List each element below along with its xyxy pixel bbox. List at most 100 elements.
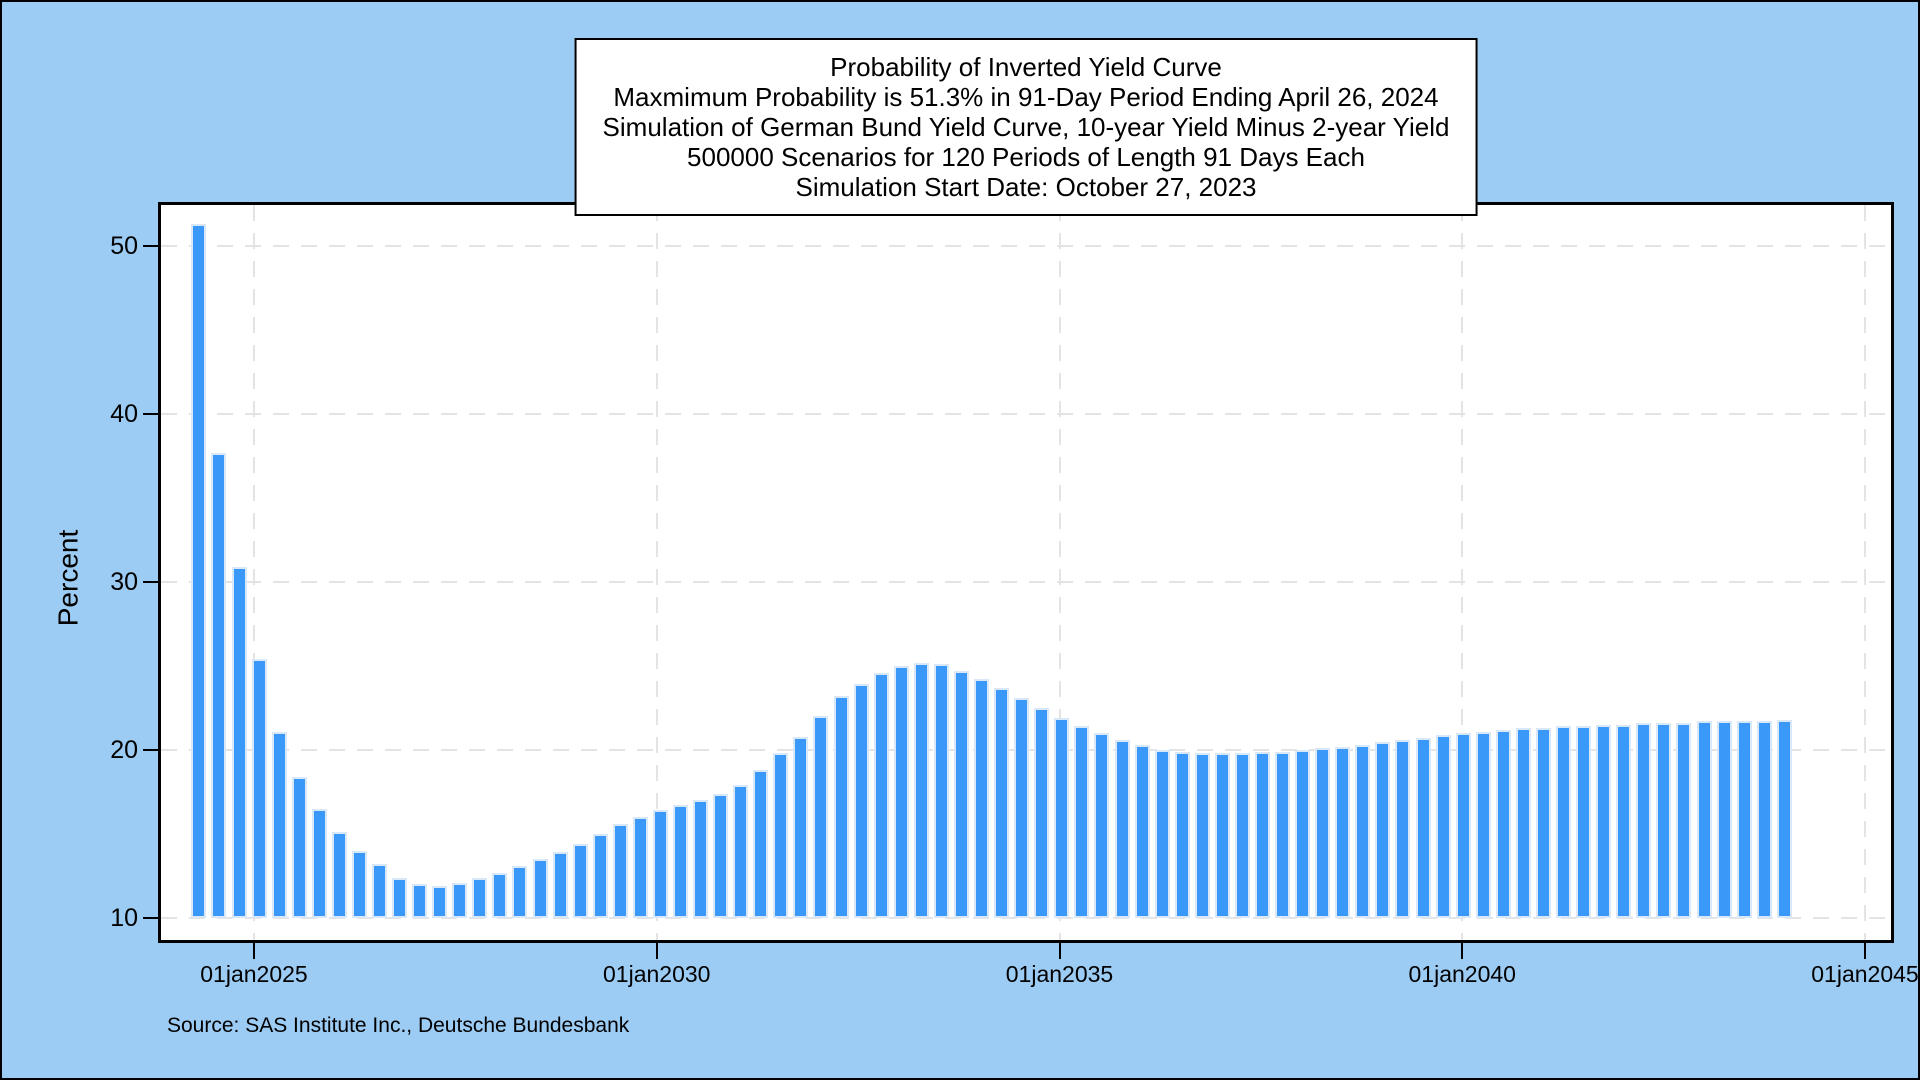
y-axis-tick-label: 10 xyxy=(110,904,138,932)
bar xyxy=(953,671,969,918)
y-axis-tick xyxy=(143,245,158,247)
v-gridline xyxy=(655,205,658,940)
bar xyxy=(1556,726,1572,918)
y-axis-tick-label: 40 xyxy=(110,400,138,428)
bar xyxy=(1535,728,1551,918)
chart-title-line: Maxmimum Probability is 51.3% in 91-Day … xyxy=(613,82,1439,112)
v-gridline xyxy=(1864,205,1866,940)
bar xyxy=(693,800,709,918)
bar xyxy=(371,864,387,918)
bar xyxy=(572,844,588,918)
y-axis-tick xyxy=(143,749,158,751)
v-gridline xyxy=(1058,205,1061,940)
bar xyxy=(652,810,668,918)
x-axis-tick-label: 01jan2035 xyxy=(1005,961,1114,987)
bar xyxy=(612,823,628,918)
y-axis-tick-label: 30 xyxy=(110,568,138,596)
v-gridline xyxy=(253,205,255,940)
bar xyxy=(1515,728,1531,918)
bar xyxy=(1034,708,1050,918)
bar xyxy=(793,736,809,918)
x-axis-tick xyxy=(1058,943,1061,959)
bar xyxy=(291,776,307,918)
bar xyxy=(974,679,990,918)
bar xyxy=(632,817,648,918)
bar xyxy=(1134,744,1150,918)
bar xyxy=(432,886,448,918)
y-axis-tick-label: 20 xyxy=(110,736,138,764)
bar xyxy=(853,684,869,918)
chart-title-line: Probability of Inverted Yield Curve xyxy=(830,52,1222,82)
x-axis-tick-label: 01jan2045 xyxy=(1811,961,1919,987)
bar xyxy=(512,865,528,918)
bar xyxy=(1455,733,1471,918)
bar xyxy=(1415,738,1431,918)
bar xyxy=(1375,741,1391,918)
bar xyxy=(1154,750,1170,918)
y-axis-tick xyxy=(143,581,158,583)
bar xyxy=(994,687,1010,918)
x-axis-tick xyxy=(1864,943,1866,959)
bar xyxy=(753,770,769,918)
bar xyxy=(1114,739,1130,918)
bar xyxy=(1074,726,1090,918)
bar xyxy=(452,882,468,918)
bar xyxy=(933,664,949,918)
x-axis-tick xyxy=(1461,943,1464,959)
bar xyxy=(1315,748,1331,918)
bar xyxy=(191,224,207,918)
bar xyxy=(1094,733,1110,918)
bar xyxy=(1495,729,1511,918)
bar xyxy=(351,850,367,918)
bar xyxy=(1656,723,1672,918)
bar xyxy=(1596,724,1612,918)
bar xyxy=(211,452,227,918)
x-axis-tick-label: 01jan2040 xyxy=(1408,961,1516,987)
bar xyxy=(913,662,929,918)
bar xyxy=(311,808,327,918)
bar xyxy=(1776,719,1792,918)
v-gridline xyxy=(1461,205,1464,940)
h-gridline xyxy=(161,917,1891,919)
bar xyxy=(231,566,247,918)
bar xyxy=(532,859,548,918)
bar xyxy=(1435,734,1451,918)
x-axis-tick-label: 01jan2025 xyxy=(200,961,308,987)
bar xyxy=(773,753,789,918)
h-gridline xyxy=(161,581,1891,583)
bar xyxy=(1355,744,1371,918)
bar xyxy=(592,834,608,918)
chart-title-line: 500000 Scenarios for 120 Periods of Leng… xyxy=(687,142,1365,172)
source-note: Source: SAS Institute Inc., Deutsche Bun… xyxy=(167,1014,630,1037)
bar xyxy=(1696,721,1712,918)
bar xyxy=(1174,751,1190,918)
h-gridline xyxy=(161,413,1891,415)
bar xyxy=(873,672,889,918)
bar xyxy=(1676,723,1692,918)
bar xyxy=(1054,718,1070,918)
bar xyxy=(492,872,508,918)
bar xyxy=(1275,751,1291,918)
bar xyxy=(472,877,488,918)
bar xyxy=(1716,721,1732,918)
x-axis-tick xyxy=(253,943,255,959)
bar xyxy=(1335,746,1351,918)
bar xyxy=(813,716,829,918)
bar xyxy=(1576,726,1592,918)
bar xyxy=(1194,753,1210,918)
bar xyxy=(1395,739,1411,918)
bar xyxy=(1616,724,1632,918)
bar xyxy=(1234,753,1250,918)
x-axis-tick xyxy=(655,943,658,959)
bar xyxy=(552,852,568,918)
bar xyxy=(251,659,267,918)
bar xyxy=(1214,753,1230,918)
x-axis-tick-label: 01jan2030 xyxy=(603,961,711,987)
bar xyxy=(1295,750,1311,918)
h-gridline xyxy=(161,245,1891,247)
bar xyxy=(893,666,909,918)
bar xyxy=(1014,697,1030,918)
bar xyxy=(392,877,408,918)
y-axis-tick xyxy=(143,917,158,919)
